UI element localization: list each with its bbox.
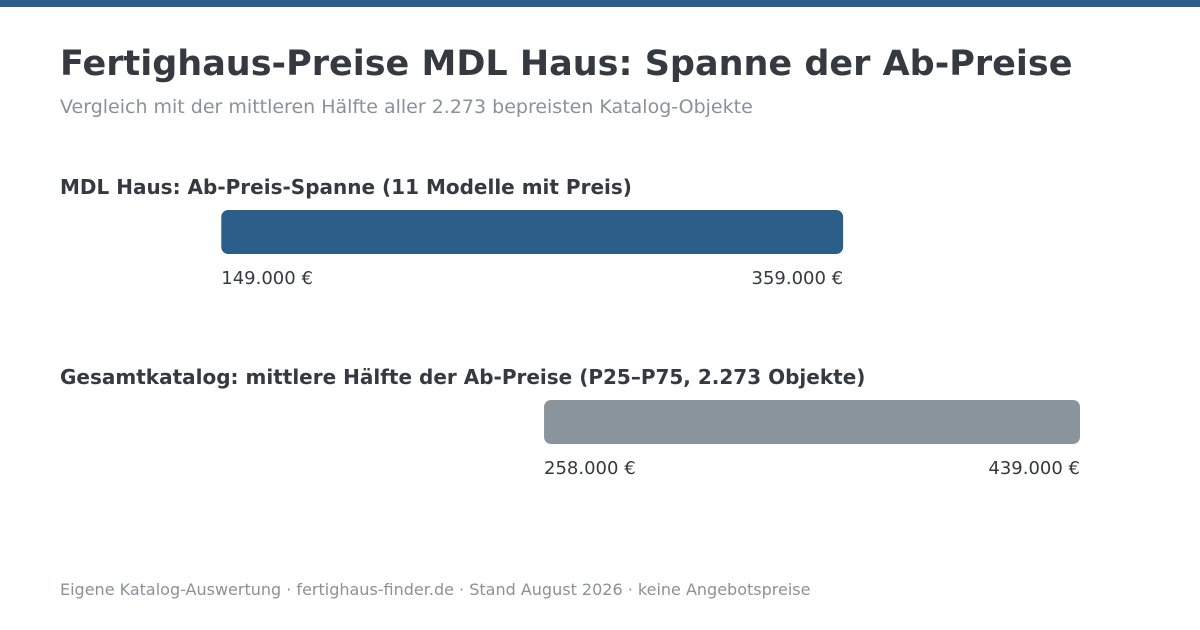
source-footer: Eigene Katalog-Auswertung · fertighaus-f… [60, 580, 811, 599]
bar-end-label-2: 439.000 € [988, 458, 1080, 479]
bar-start-label-2: 258.000 € [544, 458, 636, 479]
range-bar-2 [544, 400, 1080, 444]
range-bar-1 [221, 210, 844, 254]
bar-end-label-1: 359.000 € [752, 268, 844, 289]
top-accent-stripe [0, 0, 1200, 7]
bar-heading-1: MDL Haus: Ab-Preis-Spanne (11 Modelle mi… [60, 175, 632, 199]
bar-start-label-1: 149.000 € [221, 268, 313, 289]
bar-heading-2: Gesamtkatalog: mittlere Hälfte der Ab-Pr… [60, 365, 865, 389]
chart-title: Fertighaus-Preise MDL Haus: Spanne der A… [60, 44, 1073, 84]
chart-subtitle: Vergleich mit der mittleren Hälfte aller… [60, 96, 753, 118]
